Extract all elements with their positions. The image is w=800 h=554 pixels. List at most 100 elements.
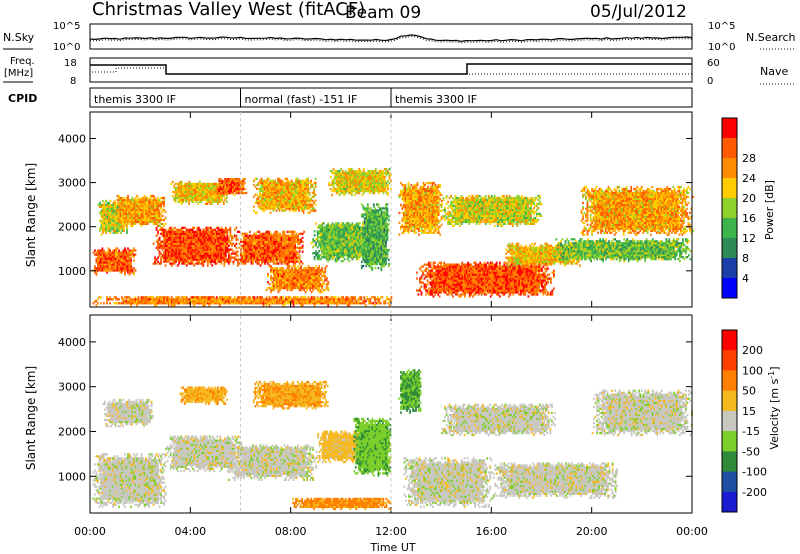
heatmap-cell xyxy=(164,234,167,237)
heatmap-cell xyxy=(117,227,119,230)
heatmap-cell xyxy=(164,256,167,259)
heatmap-cell xyxy=(349,230,352,233)
heatmap-cell xyxy=(313,267,316,270)
heatmap-cell xyxy=(316,254,319,257)
heatmap-cell xyxy=(306,277,308,280)
heatmap-cell xyxy=(352,185,355,189)
heatmap-cell xyxy=(290,179,293,182)
heatmap-cell xyxy=(255,244,257,247)
heatmap-cell xyxy=(288,258,290,261)
heatmap-cell xyxy=(304,283,307,286)
heatmap-cell xyxy=(103,269,105,272)
heatmap-cell xyxy=(128,198,131,202)
heatmap-cell xyxy=(185,244,188,247)
heatmap-cell xyxy=(286,234,289,237)
heatmap-cell xyxy=(348,234,351,237)
heatmap-cell xyxy=(269,195,272,198)
heatmap-cell xyxy=(244,187,246,191)
heatmap-cell xyxy=(289,252,292,255)
heatmap-cell xyxy=(119,220,122,224)
heatmap-cell xyxy=(361,234,364,237)
heatmap-cell xyxy=(312,267,314,270)
heatmap-cell xyxy=(331,228,334,231)
heatmap-cell xyxy=(357,238,360,241)
heatmap-cell xyxy=(213,194,216,197)
heatmap-cell xyxy=(125,218,128,222)
heatmap-cell xyxy=(115,205,118,209)
heatmap-cell xyxy=(335,174,338,177)
heatmap-cell xyxy=(127,198,129,202)
heatmap-cell xyxy=(331,234,334,237)
heatmap-cell xyxy=(313,234,316,237)
heatmap-cell xyxy=(128,251,131,254)
heatmap-cell xyxy=(217,254,220,257)
heatmap-cell xyxy=(199,250,202,253)
heatmap-cell xyxy=(169,254,172,257)
heatmap-cell xyxy=(260,197,263,200)
heatmap-cell xyxy=(143,198,146,202)
heatmap-cell xyxy=(330,240,333,243)
heatmap-cell xyxy=(196,244,199,247)
heatmap-cell xyxy=(336,222,339,225)
heatmap-cell xyxy=(124,216,126,220)
heatmap-cell xyxy=(275,193,278,196)
heatmap-cell xyxy=(160,200,162,204)
heatmap-cell xyxy=(335,181,338,185)
heatmap-cell xyxy=(226,191,228,195)
heatmap-cell xyxy=(208,246,211,249)
heatmap-cell xyxy=(296,199,299,202)
heatmap-cell xyxy=(313,193,315,196)
heatmap-cell xyxy=(203,260,206,263)
heatmap-cell xyxy=(280,250,283,253)
heatmap-cell xyxy=(339,256,342,259)
heatmap-cell xyxy=(284,197,287,200)
heatmap-cell xyxy=(115,225,118,228)
heatmap-cell xyxy=(125,251,128,254)
heatmap-cell xyxy=(331,242,334,245)
heatmap-cell xyxy=(206,250,209,253)
heatmap-cell xyxy=(302,205,305,208)
heatmap-cell xyxy=(305,189,308,192)
heatmap-cell xyxy=(145,200,147,204)
heatmap-cell xyxy=(290,197,293,200)
heatmap-cell xyxy=(199,262,202,265)
heatmap-cell xyxy=(300,279,302,282)
heatmap-cell xyxy=(191,250,194,253)
heatmap-cell xyxy=(124,261,126,264)
heatmap-cell xyxy=(304,267,307,270)
heatmap-cell xyxy=(109,213,112,216)
heatmap-cell xyxy=(118,212,120,216)
heatmap-cell xyxy=(112,217,115,220)
heatmap-cell xyxy=(355,240,358,243)
heatmap-cell xyxy=(308,191,311,194)
heatmap-cell xyxy=(130,218,132,222)
heatmap-cell xyxy=(133,259,135,262)
heatmap-cell xyxy=(353,178,356,181)
heatmap-cell xyxy=(301,269,304,272)
heatmap-cell xyxy=(247,258,250,261)
heatmap-cell xyxy=(298,262,301,265)
heatmap-cell xyxy=(325,240,328,243)
heatmap-cell xyxy=(146,206,149,210)
heatmap-cell xyxy=(160,256,162,259)
heatmap-cell xyxy=(191,228,194,231)
heatmap-cell xyxy=(256,187,258,190)
heatmap-cell xyxy=(244,244,247,247)
heatmap-cell xyxy=(330,230,333,233)
heatmap-cell xyxy=(161,196,164,200)
heatmap-cell xyxy=(283,275,286,278)
heatmap-cell xyxy=(148,200,150,204)
heatmap-cell xyxy=(283,248,286,251)
heatmap-cell xyxy=(201,196,204,199)
heatmap-cell xyxy=(211,250,214,253)
heatmap-cell xyxy=(285,284,287,288)
heatmap-cell xyxy=(107,259,110,262)
heatmap-cell xyxy=(306,286,308,290)
heatmap-cell xyxy=(170,258,173,261)
heatmap-cell xyxy=(265,201,267,204)
heatmap-cell xyxy=(179,254,182,257)
heatmap-cell xyxy=(285,248,287,251)
heatmap-cell xyxy=(271,277,274,280)
heatmap-cell xyxy=(277,236,280,239)
heatmap-cell xyxy=(112,221,115,224)
